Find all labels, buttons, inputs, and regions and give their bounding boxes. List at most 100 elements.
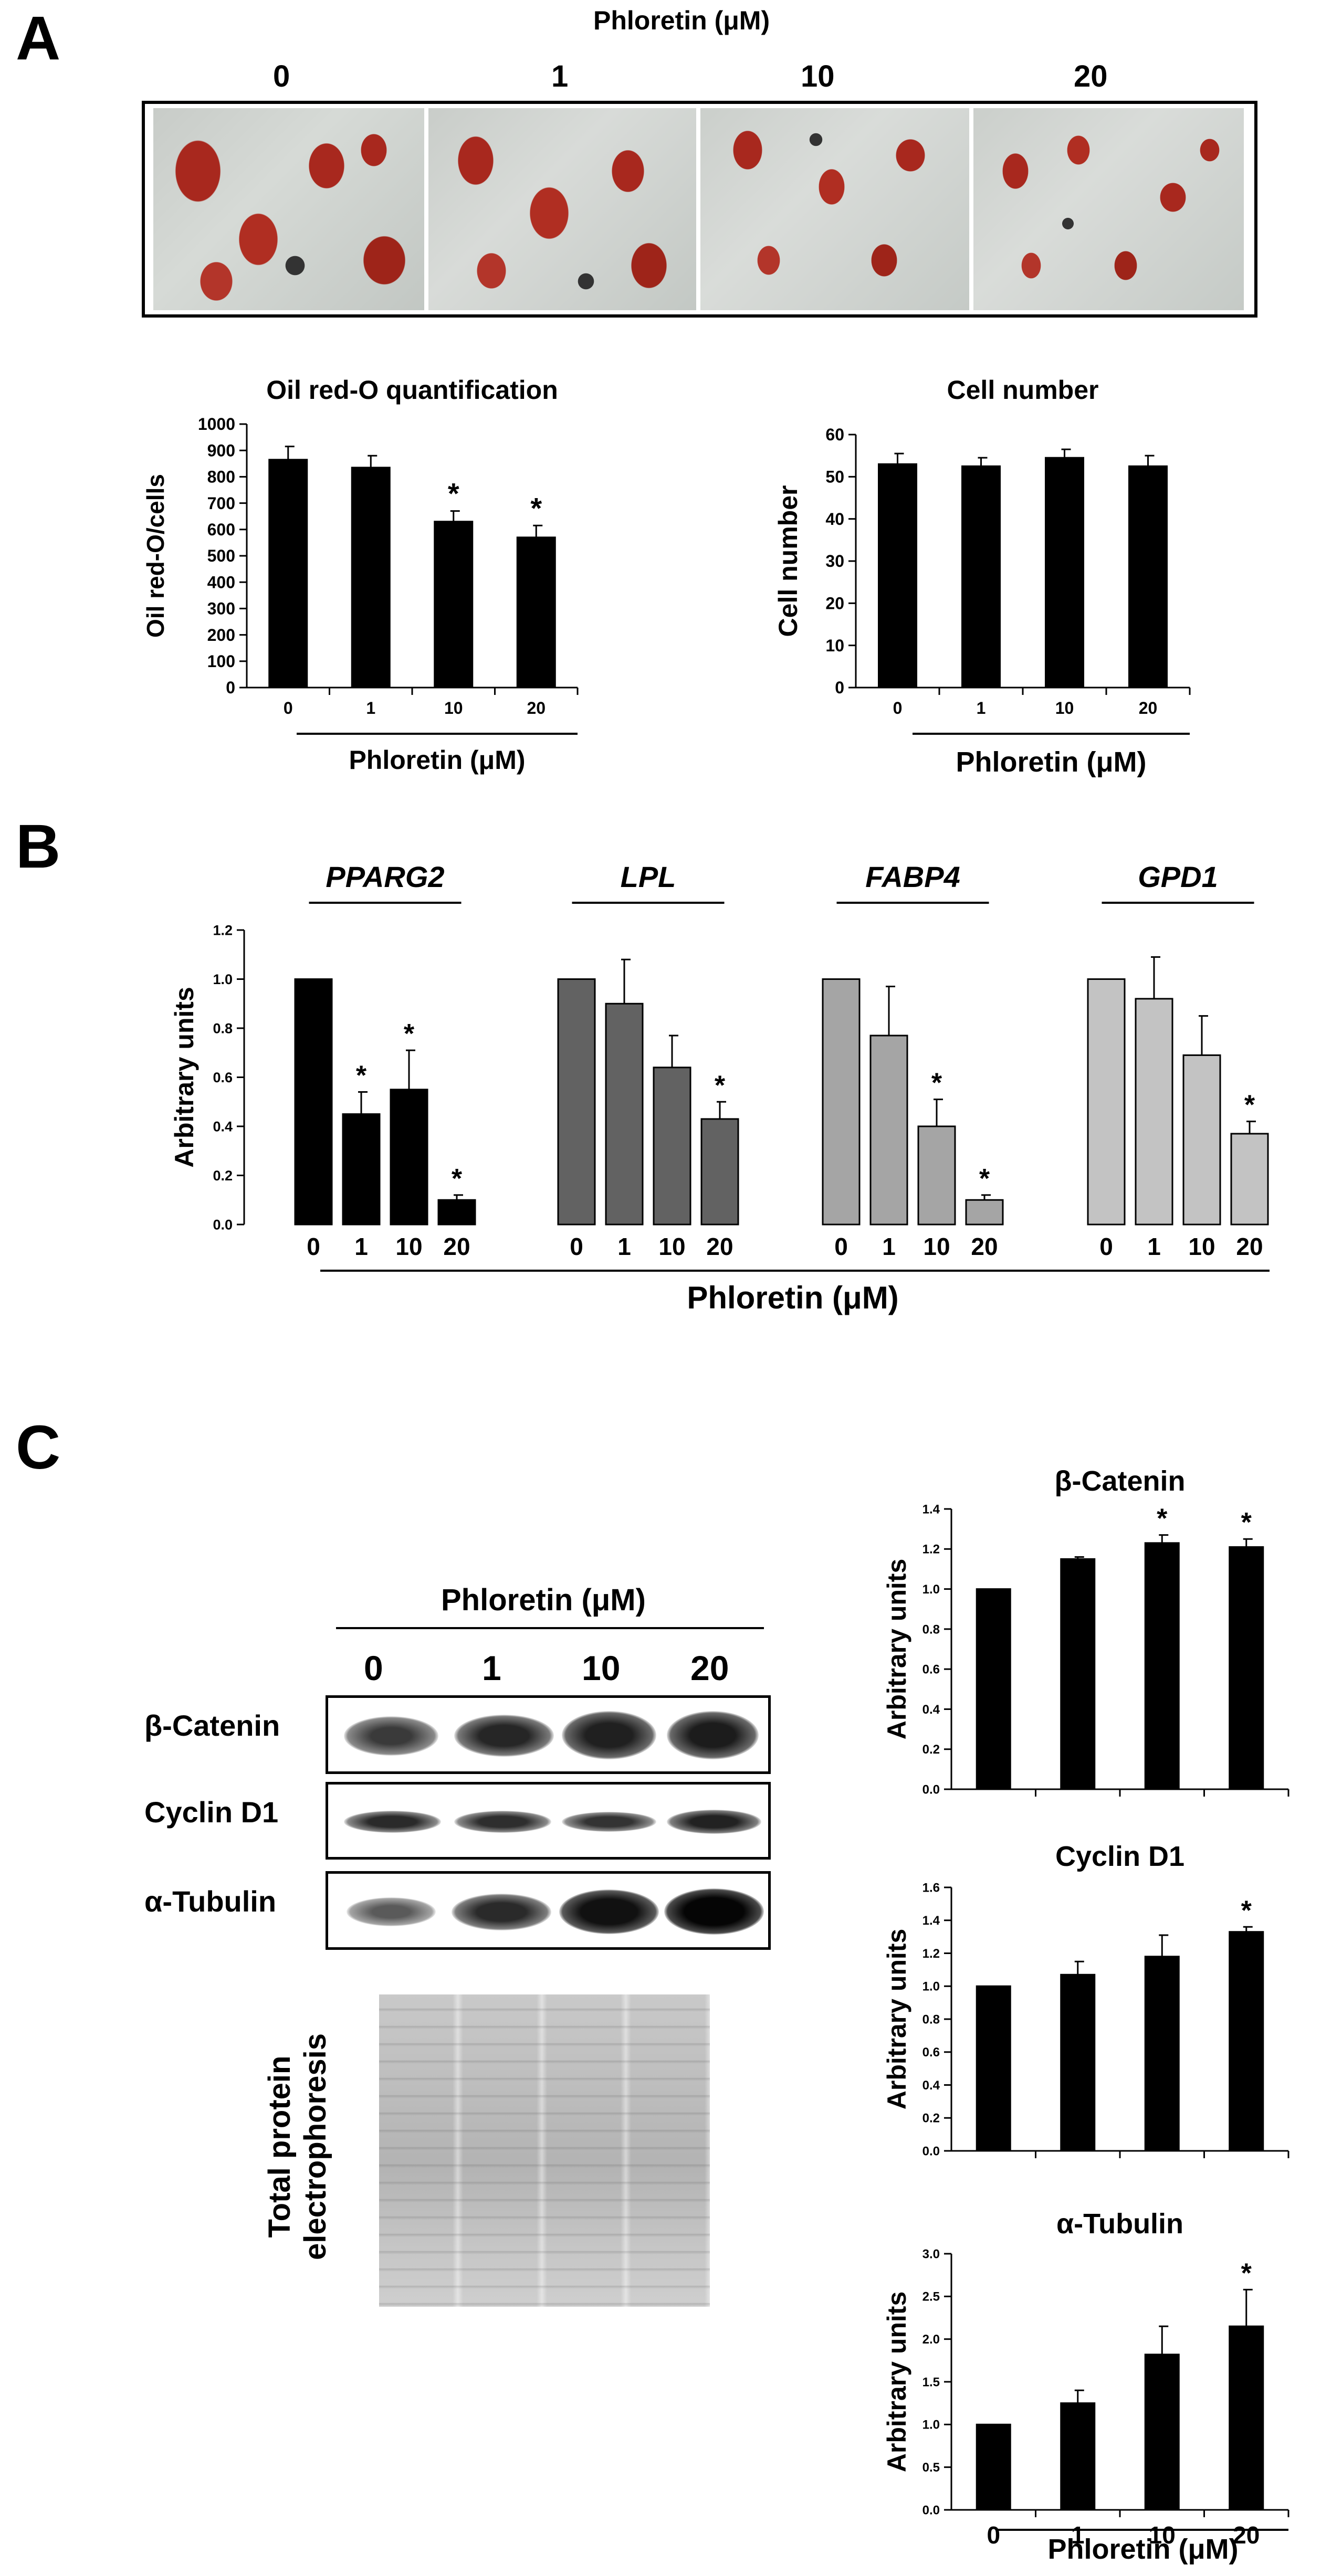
genes-lpl-x-label-2: 10 [658,1233,685,1260]
cells-x-label-0: 0 [893,699,903,717]
band-alpha-tubulin-10 [559,1889,659,1934]
micrograph-dose-10: 10 [801,59,835,93]
oil-x-label-2: 10 [444,699,463,717]
band-alpha-tubulin-1 [452,1894,551,1930]
gel-label-line1: Total protein [263,2056,297,2238]
atub-x-label-2: 10 [1149,2521,1176,2549]
atub-y-tick-label-3: 1.5 [922,2375,940,2389]
atub-bar-1 [1060,2402,1096,2511]
oil-red-o-micrograph-1 [428,108,696,310]
blot-header: Phloretin (μM) [441,1583,646,1617]
oil-y-tick-label-2: 200 [207,626,235,645]
genes-fabp4-x-label-2: 10 [923,1233,950,1260]
atub-title: α-Tubulin [1056,2208,1183,2240]
panel-label-a: A [16,4,61,73]
blot-beta-catenin [326,1695,771,1774]
genes-pparg2-x-label-0: 0 [307,1233,320,1260]
cells-bar-0 [878,463,917,689]
oil-y-tick-label-4: 400 [207,573,235,592]
oil-title: Oil red-O quantification [266,375,558,405]
oil-y-label: Oil red-O/cells [142,474,169,638]
blot-label-alpha-tubulin: α-Tubulin [144,1885,277,1918]
oil-y-tick-label-3: 300 [207,599,235,618]
bcat-y-tick-label-0: 0.0 [922,1782,940,1797]
genes-pparg2-x-label-1: 1 [354,1233,368,1260]
atub-bar-2 [1144,2353,1180,2511]
blot-dose-10: 10 [582,1649,621,1687]
band-alpha-tubulin-20 [664,1888,764,1935]
cells-x-label-1: 1 [977,699,986,717]
genes-pparg2-bar-3 [437,1199,476,1226]
genes-pparg2-significance-3: * [452,1164,463,1194]
blot-dose-20: 20 [690,1649,729,1687]
cycd1-title: Cyclin D1 [1055,1841,1184,1872]
genes-fabp4-x-label-3: 20 [971,1233,998,1260]
oil-y-tick-label-6: 600 [207,520,235,539]
cycd1-bar-3 [1229,1931,1264,2152]
cycd1-y-tick-label-6: 1.2 [922,1947,940,1961]
bcat-y-tick-label-6: 1.2 [922,1543,940,1557]
cells-x-label-3: 20 [1139,699,1158,717]
blot-dose-0: 0 [364,1649,383,1687]
micrograph-dose-1: 1 [551,59,569,93]
genes-lpl-bar-0 [557,978,596,1226]
beta-catenin-chart: 0.0 0.2 0.4 0.6 0.8 1.0 1.2 1.4 * * β-Catenin Arbit… [882,1465,1289,1797]
cycd1-significance-3: * [1241,1895,1252,1926]
atub-y-tick-label-4: 2.0 [922,2332,940,2347]
genes-fabp4-x-label-1: 1 [882,1233,896,1260]
genes-pparg2-bar-2 [390,1089,428,1226]
bcat-bar-1 [1060,1558,1096,1790]
atub-x-label-0: 0 [987,2521,1000,2549]
atub-y-label: Arbitrary units [882,2292,911,2473]
cells-y-tick-label-6: 60 [825,425,844,444]
cell-number-chart: 0 10 20 30 40 50 60 0 1 10 20 Cell number Cell numbe… [773,375,1191,778]
genes-gpd1-bar-3 [1230,1133,1269,1226]
bcat-y-tick-label-4: 0.8 [922,1622,940,1637]
cells-y-tick-label-1: 10 [825,636,844,655]
cycd1-y-tick-label-0: 0.0 [922,2144,940,2158]
cycd1-y-tick-label-2: 0.4 [922,2078,940,2093]
total-protein-gel [379,1994,710,2307]
genes-y-tick-label-3: 0.6 [213,1070,233,1085]
genes-pparg2-bar-0 [294,978,333,1226]
genes-pparg2-significance-2: * [404,1019,415,1049]
oil-bar-0 [268,459,308,689]
genes-gpd1-bar-1 [1135,998,1173,1226]
genes-y-tick-label-0: 0.0 [213,1217,233,1232]
oil-y-tick-label-0: 0 [226,678,235,697]
bcat-y-label: Arbitrary units [882,1559,911,1740]
genes-gpd1-bar-2 [1182,1054,1221,1226]
band-beta-catenin-1 [454,1715,554,1757]
panel-label-b: B [16,812,61,881]
cells-title: Cell number [947,375,1099,405]
band-alpha-tubulin-0 [347,1897,436,1926]
genes-y-tick-label-2: 0.4 [213,1118,233,1134]
micrograph-dose-20: 20 [1074,59,1108,93]
genes-group-label-lpl: LPL [621,860,676,893]
bcat-y-tick-label-7: 1.4 [922,1502,940,1516]
genes-lpl-x-label-0: 0 [570,1233,583,1260]
genes-fabp4-x-label-0: 0 [834,1233,848,1260]
genes-lpl-x-label-1: 1 [617,1233,631,1260]
gel-label-line2: electrophoresis [298,2033,332,2260]
cycd1-bar-2 [1144,1956,1180,2152]
cycd1-y-tick-label-4: 0.8 [922,2012,940,2026]
cycd1-y-tick-label-5: 1.0 [922,1980,940,1994]
cells-bar-1 [961,465,1001,689]
oil-y-tick-label-9: 900 [207,441,235,460]
band-cyclin-d1-20 [667,1810,761,1834]
oil-bar-1 [351,467,391,689]
oil-red-o-micrograph-20 [973,108,1244,310]
genes-fabp4-significance-3: * [979,1164,990,1194]
genes-x-label: Phloretin (μM) [687,1280,898,1315]
gene-expression-chart: 0.0 0.2 0.4 0.6 0.8 1.0 1.2 Arbitrary units 0 * 1 *… [170,860,1270,1315]
oil-x-label-0: 0 [284,699,293,717]
band-beta-catenin-20 [667,1711,759,1759]
genes-gpd1-x-label-2: 10 [1188,1233,1215,1260]
bcat-y-tick-label-1: 0.2 [922,1743,940,1757]
cycd1-y-label: Arbitrary units [882,1929,911,2110]
oil-bar-2 [434,521,474,689]
oil-red-o-micrograph-10 [700,108,969,310]
cells-y-tick-label-2: 20 [825,594,844,613]
oil-y-tick-label-1: 100 [207,652,235,671]
